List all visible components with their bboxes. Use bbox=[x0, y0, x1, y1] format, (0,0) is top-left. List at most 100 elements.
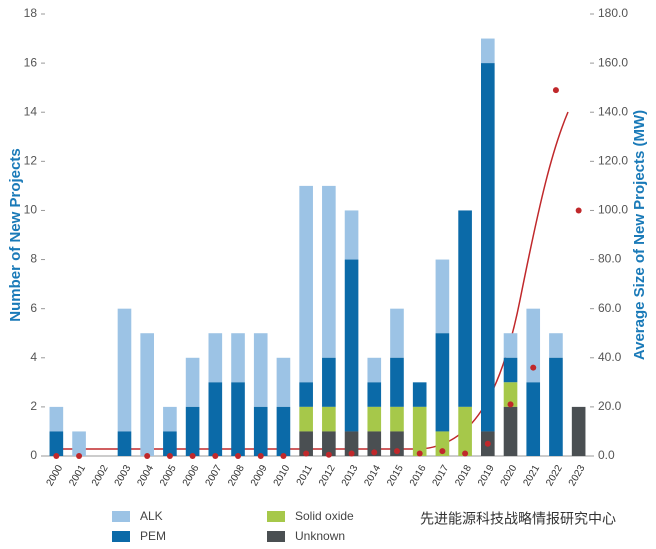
bar-segment bbox=[503, 406, 518, 456]
scatter-point bbox=[280, 453, 287, 459]
x-tick-label: 2006 bbox=[181, 463, 202, 488]
bar-segment bbox=[458, 210, 472, 407]
legend-label: ALK bbox=[140, 509, 163, 523]
bar-segment bbox=[435, 333, 450, 432]
x-tick-label: 2007 bbox=[204, 463, 225, 488]
y-tick-label: 18 bbox=[24, 6, 38, 20]
scatter-point bbox=[144, 453, 151, 459]
x-tick-label: 2005 bbox=[158, 463, 179, 488]
bar-segment bbox=[390, 431, 404, 456]
scatter-point bbox=[189, 453, 196, 459]
scatter-point bbox=[371, 449, 378, 456]
x-tick-label: 2020 bbox=[499, 463, 520, 488]
y-tick-label: 4 bbox=[30, 350, 37, 364]
scatter-point bbox=[575, 207, 582, 214]
scatter-point bbox=[303, 450, 310, 457]
bar-segment bbox=[344, 431, 359, 456]
scatter-point bbox=[530, 364, 537, 371]
x-tick-label: 2022 bbox=[544, 463, 565, 488]
bar-segment bbox=[549, 333, 563, 358]
scatter-point bbox=[393, 448, 400, 455]
bar-segment bbox=[49, 431, 64, 456]
bar-segment bbox=[276, 406, 291, 456]
x-tick-label: 2002 bbox=[90, 463, 111, 488]
bar-segment bbox=[140, 333, 154, 456]
x-tick-label: 2008 bbox=[226, 463, 247, 488]
y-tick-label: 6 bbox=[30, 301, 37, 315]
bar-segment bbox=[503, 357, 518, 383]
bar-segment bbox=[72, 431, 86, 456]
bar-segment bbox=[185, 406, 200, 456]
bar-segment bbox=[322, 357, 336, 407]
bar-segment bbox=[253, 333, 268, 407]
x-tick-label: 2011 bbox=[295, 463, 315, 488]
x-tick-label: 2003 bbox=[113, 463, 134, 488]
scatter-point bbox=[166, 453, 173, 459]
scatter-point bbox=[462, 450, 469, 457]
x-tick-label: 2009 bbox=[249, 463, 270, 488]
bar-segment bbox=[412, 382, 427, 407]
bar-segment bbox=[299, 185, 313, 383]
y-tick-label: 2 bbox=[30, 399, 37, 413]
legend-swatch bbox=[267, 511, 285, 522]
y2-tick-label: 60.0 bbox=[598, 301, 622, 315]
scatter-point bbox=[507, 401, 514, 408]
legend-label: Solid oxide bbox=[295, 509, 354, 523]
y2-tick-label: 100.0 bbox=[598, 203, 628, 217]
bar-segment bbox=[163, 406, 177, 432]
bar-segment bbox=[526, 382, 541, 456]
bar-segment bbox=[481, 63, 495, 432]
bar-segment bbox=[299, 406, 313, 432]
legend-swatch bbox=[112, 531, 130, 542]
bar-segment bbox=[458, 406, 472, 456]
bar-segment bbox=[390, 308, 404, 358]
bar-segment bbox=[390, 406, 404, 432]
bar-segment bbox=[322, 185, 336, 358]
x-tick-label: 2017 bbox=[431, 463, 452, 488]
y-tick-label: 16 bbox=[24, 55, 38, 69]
legend-label: Unknown bbox=[295, 529, 345, 543]
bar-segment bbox=[412, 406, 427, 456]
y-tick-label: 8 bbox=[30, 252, 37, 266]
x-tick-label: 2013 bbox=[340, 463, 361, 488]
y2-tick-label: 180.0 bbox=[598, 6, 628, 20]
bar-segment bbox=[208, 382, 223, 456]
bar-segment bbox=[503, 333, 518, 358]
bar-segment bbox=[367, 382, 382, 407]
x-tick-label: 2018 bbox=[453, 463, 474, 488]
bar-segment bbox=[322, 406, 336, 432]
scatter-point bbox=[76, 453, 83, 459]
bar-segment bbox=[117, 308, 132, 432]
scatter-point bbox=[416, 450, 423, 457]
y2-tick-label: 160.0 bbox=[598, 55, 628, 69]
bar-segment bbox=[344, 210, 359, 260]
bar-segment bbox=[322, 431, 336, 456]
scatter-point bbox=[235, 453, 242, 459]
bar-segment bbox=[390, 357, 404, 407]
bar-segment bbox=[549, 357, 563, 456]
bar-segment bbox=[208, 333, 223, 383]
bar-segment bbox=[231, 382, 245, 456]
y2-axis-title: Average Size of New Projects (MW) bbox=[631, 110, 648, 360]
y-axis-title: Number of New Projects bbox=[7, 148, 24, 321]
bar-segment bbox=[367, 431, 382, 456]
x-tick-label: 2012 bbox=[317, 463, 338, 488]
y-tick-label: 0 bbox=[30, 448, 37, 462]
legend-label: PEM bbox=[140, 529, 166, 543]
bar-segment bbox=[185, 357, 200, 407]
x-tick-label: 2023 bbox=[567, 463, 588, 488]
scatter-point bbox=[257, 453, 264, 459]
legend-swatch bbox=[112, 511, 130, 522]
scatter-point bbox=[53, 453, 60, 459]
y2-tick-label: 0.0 bbox=[598, 448, 615, 462]
bar-segment bbox=[163, 431, 177, 456]
bar-segment bbox=[367, 406, 382, 432]
scatter-point bbox=[212, 453, 219, 459]
legend-swatch bbox=[267, 531, 285, 542]
x-tick-label: 2015 bbox=[385, 463, 406, 488]
y-tick-label: 10 bbox=[24, 203, 38, 217]
x-tick-label: 2021 bbox=[521, 463, 542, 488]
y2-tick-label: 20.0 bbox=[598, 399, 622, 413]
x-tick-label: 2004 bbox=[135, 463, 156, 488]
bar-segment bbox=[481, 38, 495, 64]
